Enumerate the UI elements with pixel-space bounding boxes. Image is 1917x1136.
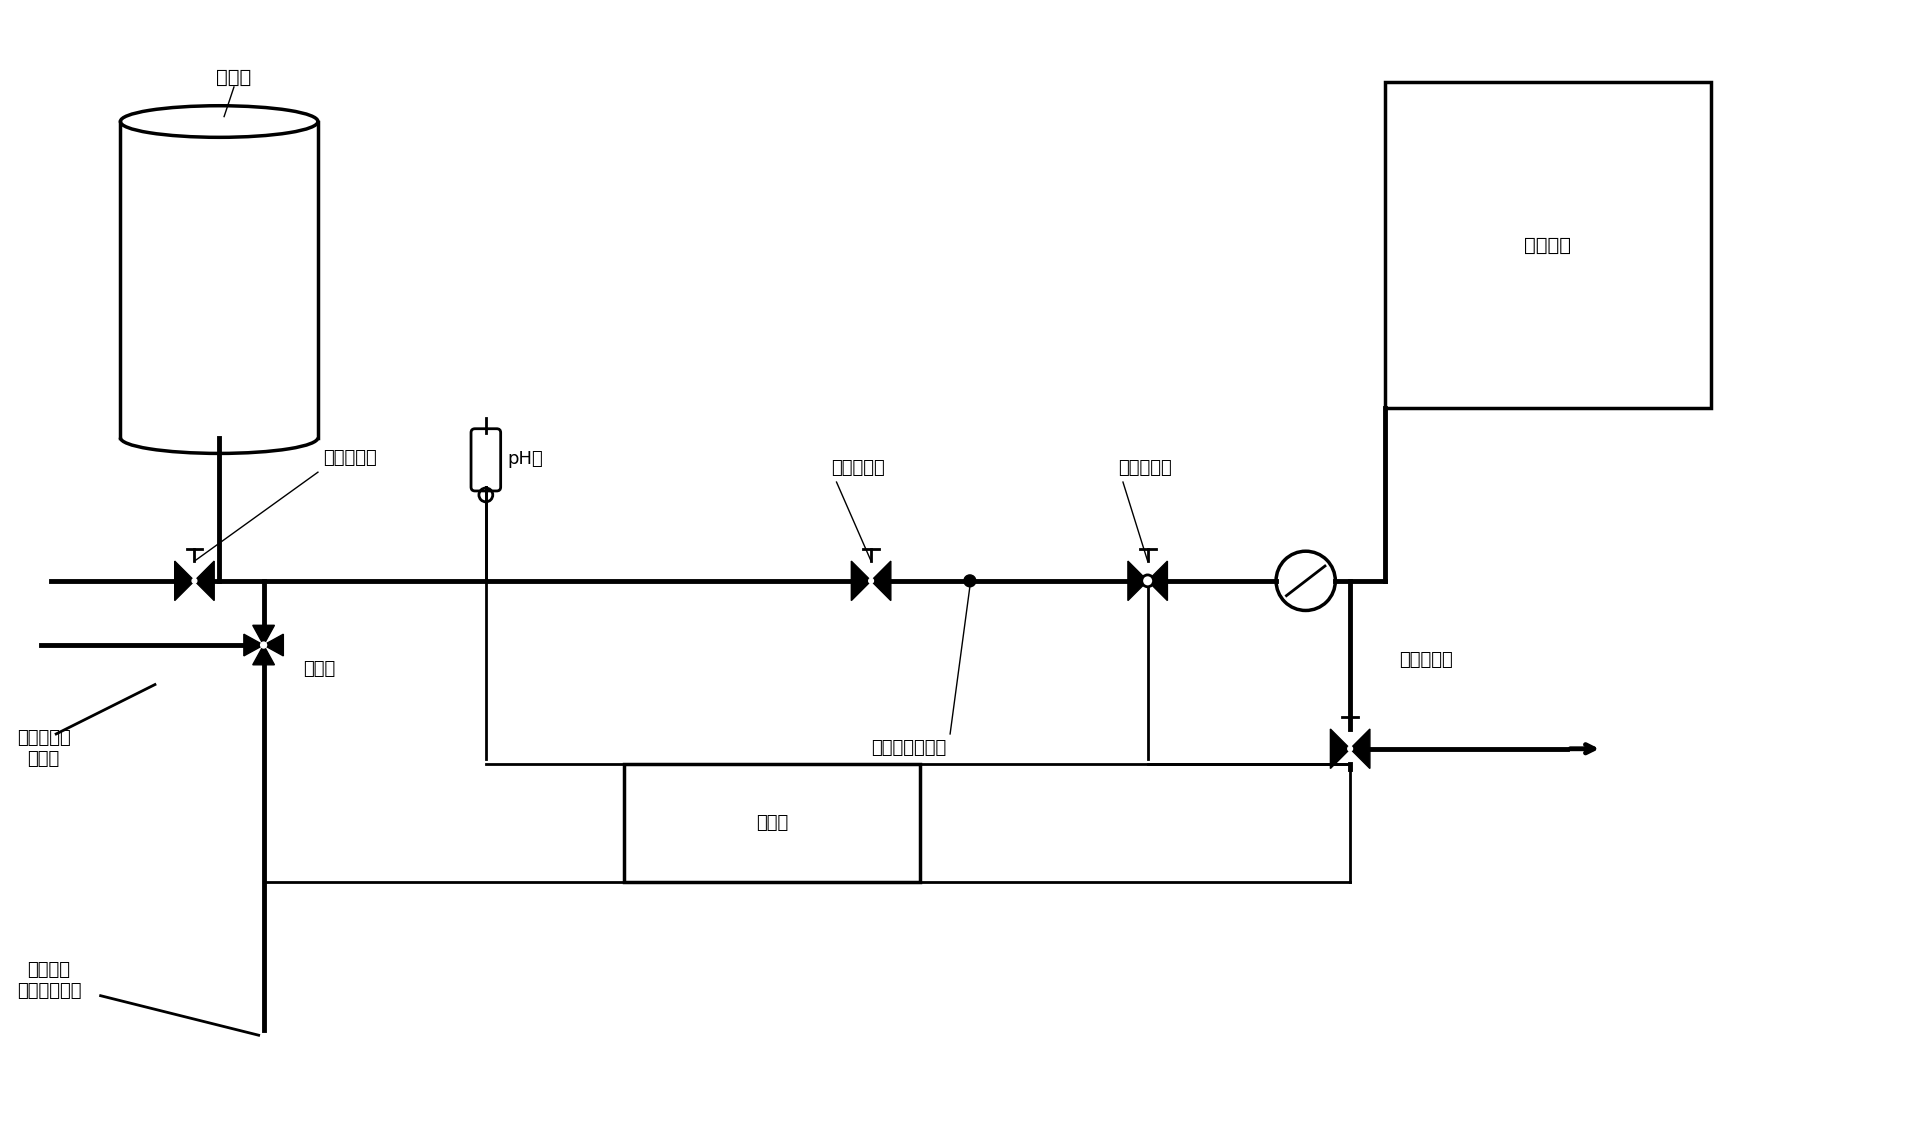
Polygon shape [194,561,215,601]
Circle shape [1143,575,1154,587]
Circle shape [964,575,976,587]
Text: 储料罐: 储料罐 [217,68,251,87]
Polygon shape [174,561,194,601]
Text: 第一隔膜阀: 第一隔膜阀 [322,449,376,467]
Text: 控制柜: 控制柜 [755,813,788,832]
Text: 三相阀: 三相阀 [303,660,335,678]
Text: 第三隔膜阀: 第三隔膜阀 [1118,459,1171,477]
Bar [1384,82,1710,408]
Polygon shape [1330,729,1350,769]
Circle shape [868,578,874,583]
Polygon shape [253,625,274,645]
Polygon shape [1148,561,1167,601]
Text: pH计: pH计 [508,450,543,468]
Polygon shape [870,561,891,601]
Polygon shape [1127,561,1148,601]
Polygon shape [265,634,284,655]
Text: 第二隔膜阀: 第二隔膜阀 [832,459,886,477]
Polygon shape [253,645,274,665]
Text: 外部蒸汽灭
菌设备: 外部蒸汽灭 菌设备 [17,729,71,768]
Circle shape [261,642,266,648]
Polygon shape [851,561,870,601]
Circle shape [1144,578,1150,583]
Text: 灌装系统: 灌装系统 [1524,235,1572,254]
Text: 温度压力传感器: 温度压力传感器 [870,738,947,757]
Polygon shape [243,634,265,655]
Polygon shape [1350,729,1371,769]
Circle shape [1348,746,1353,751]
Bar [625,763,920,883]
Text: 自动调节阀: 自动调节阀 [1399,651,1453,669]
Text: 外部无菌
氮气吹扫设备: 外部无菌 氮气吹扫设备 [17,961,81,1001]
Circle shape [192,578,197,583]
